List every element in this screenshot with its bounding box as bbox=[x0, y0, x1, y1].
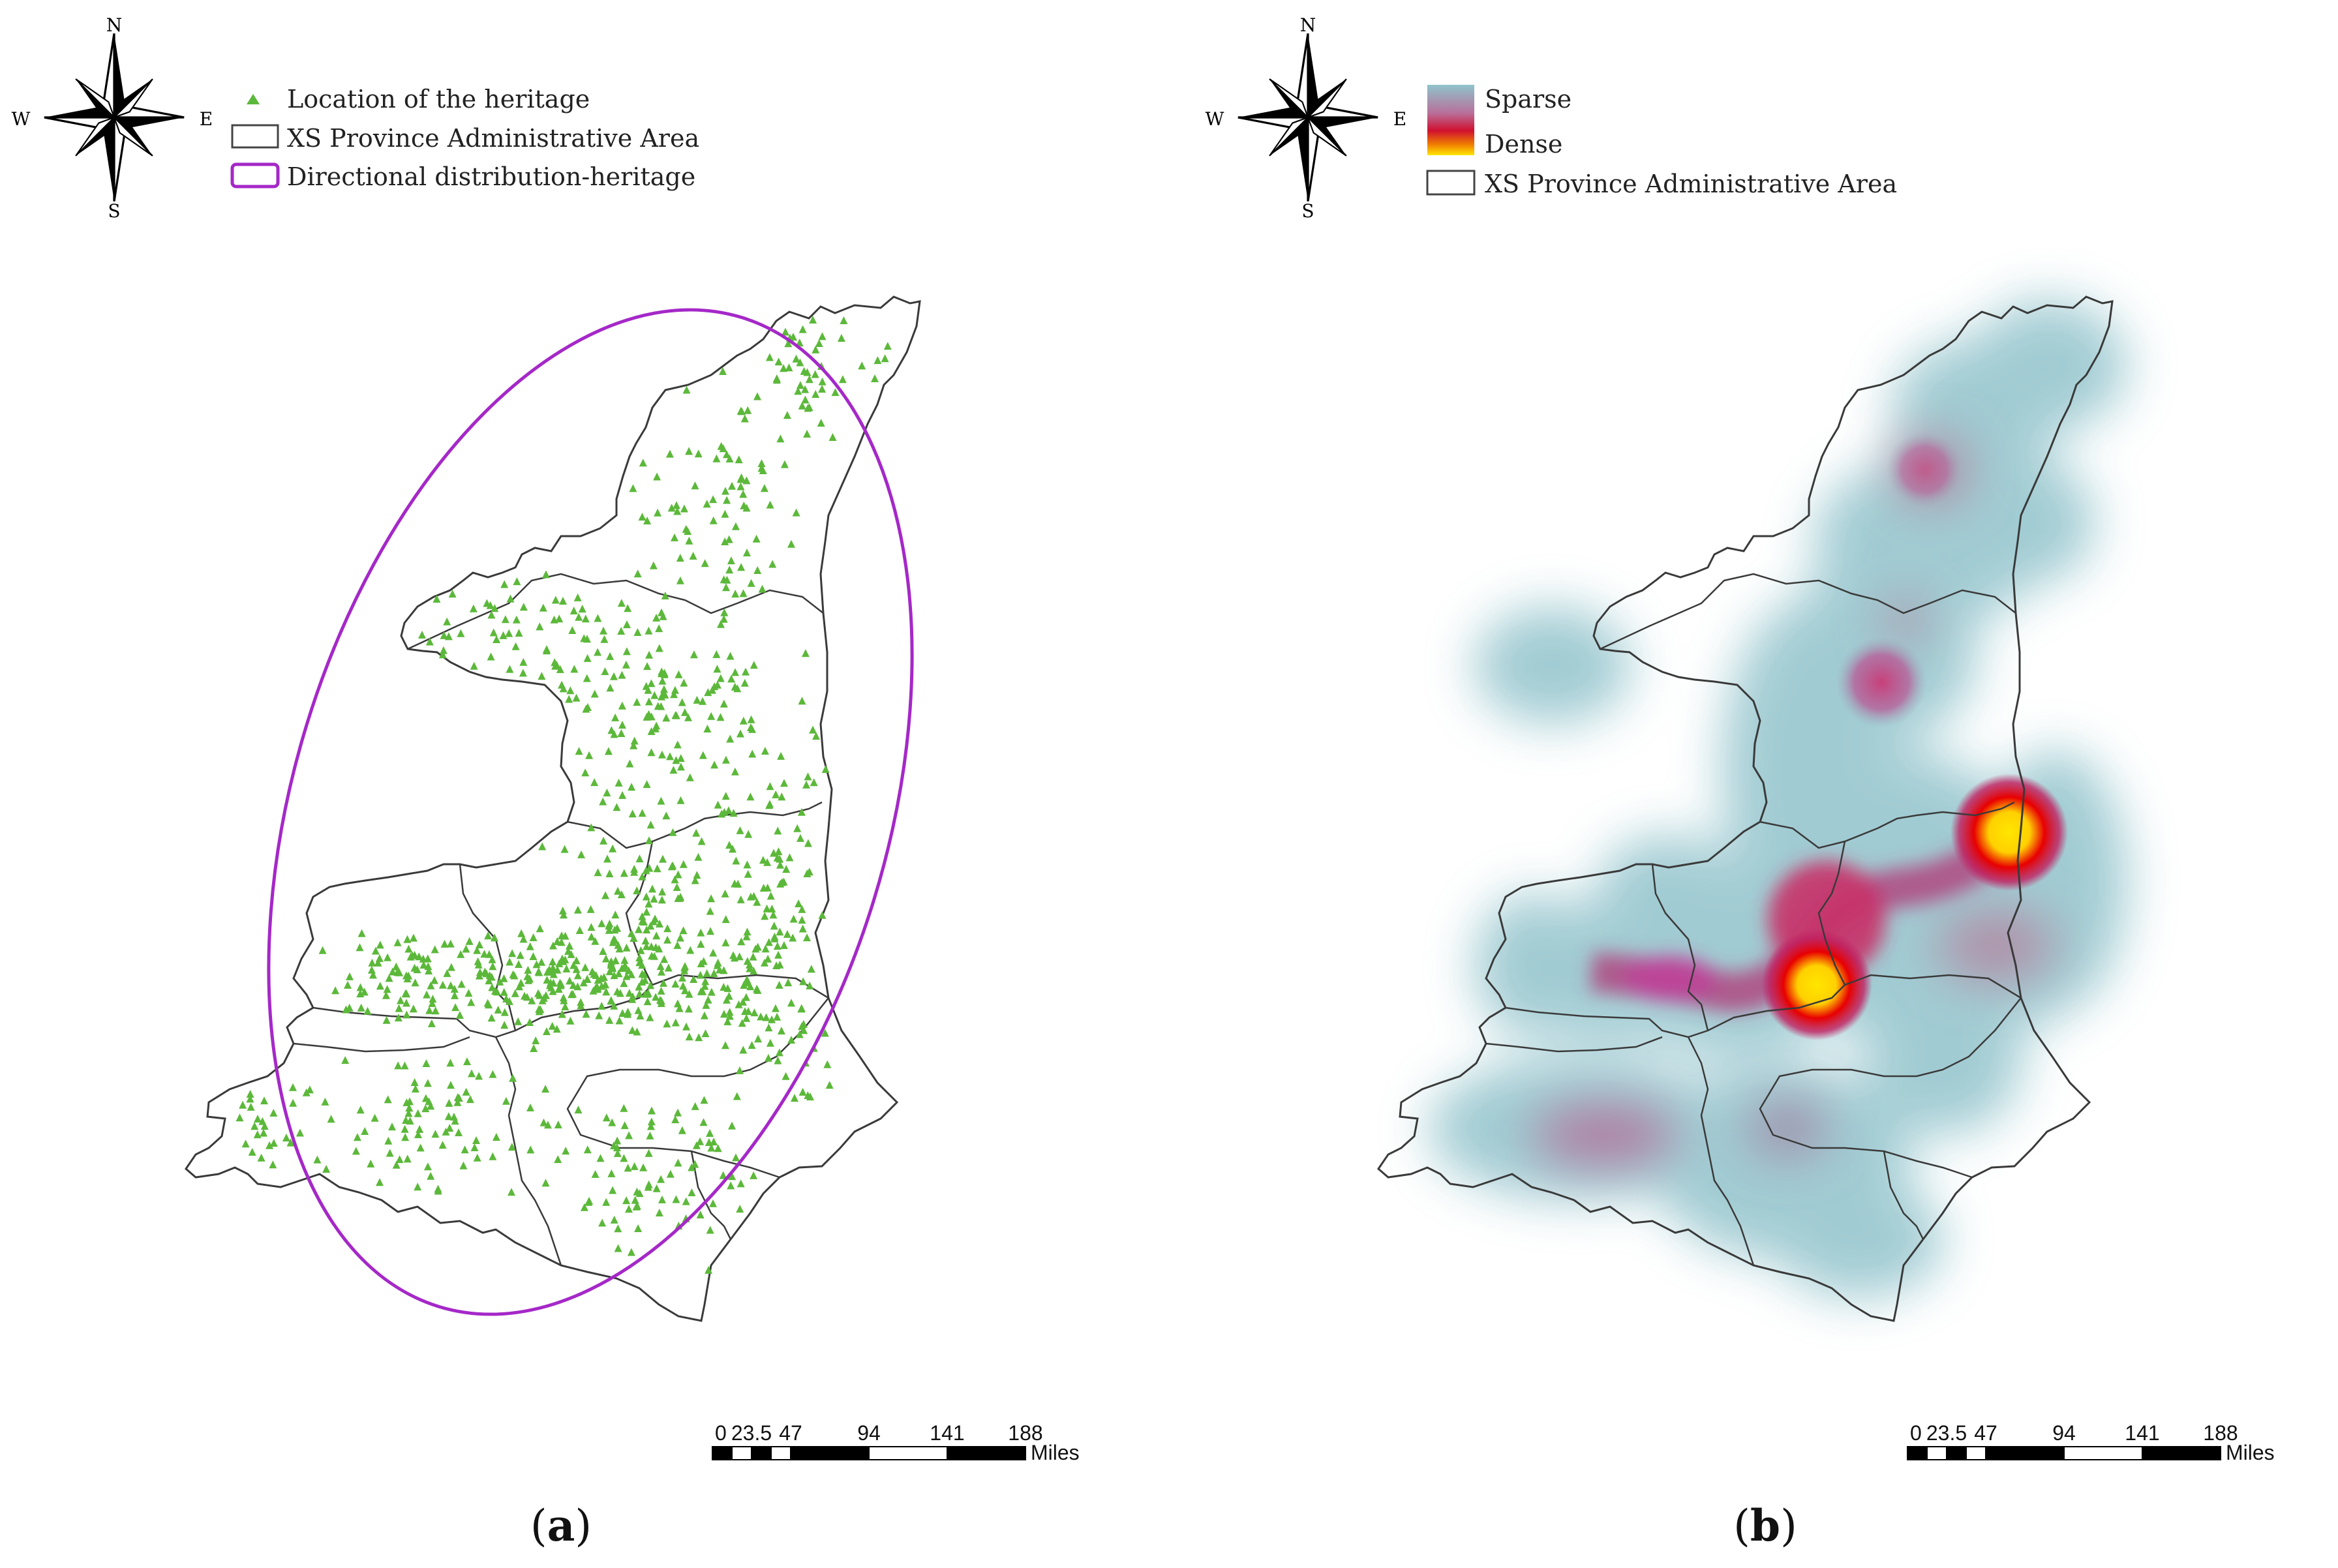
ellipse-swatch-icon bbox=[232, 164, 278, 187]
scalebar-tick-label: 0 bbox=[1910, 1421, 1922, 1445]
compass-north-label: N bbox=[106, 14, 123, 36]
compass-west-label: W bbox=[1206, 108, 1224, 130]
compass-south-label: S bbox=[108, 200, 120, 222]
caption-b-letter: b bbox=[1750, 1500, 1780, 1551]
scalebar-segment bbox=[1927, 1447, 1947, 1460]
legend-b: Sparse Dense XS Province Administrative … bbox=[1427, 85, 1897, 198]
scalebar-unit-label: Miles bbox=[2226, 1441, 2275, 1464]
scalebar-segment bbox=[947, 1447, 1025, 1460]
density-map-b bbox=[1378, 297, 2127, 1321]
scalebar-b: 0 23.5 47 94 141 188Miles bbox=[1907, 1421, 2275, 1464]
caption-a: (a) bbox=[530, 1500, 592, 1551]
legend-sparse-label: Sparse bbox=[1485, 85, 1571, 113]
scalebar-tick-label: 141 bbox=[930, 1421, 964, 1445]
province-map-a bbox=[186, 297, 920, 1321]
scalebar-tick-label: 47 bbox=[1974, 1421, 1997, 1445]
scalebar-tick-label: 141 bbox=[2125, 1421, 2159, 1445]
compass-east-label: E bbox=[200, 108, 213, 130]
scalebar-segment bbox=[1947, 1447, 1966, 1460]
legend-area-label: XS Province Administrative Area bbox=[1485, 170, 1897, 198]
panel-a: N S E W Location of the heritage XS Prov… bbox=[12, 14, 1080, 1551]
compass-south-label: S bbox=[1301, 200, 1314, 222]
caption-b-close: ) bbox=[1780, 1501, 1797, 1551]
scalebar-tick-label: 47 bbox=[779, 1421, 802, 1445]
scalebar-segment bbox=[869, 1447, 947, 1460]
polygon-swatch-icon bbox=[232, 125, 278, 147]
legend-area-label: XS Province Administrative Area bbox=[287, 124, 699, 153]
scalebar-segment bbox=[2064, 1447, 2142, 1460]
scalebar-tick-label: 23.5 bbox=[731, 1421, 772, 1445]
caption-b: (b) bbox=[1733, 1500, 1797, 1551]
compass-north-label: N bbox=[1300, 14, 1316, 36]
caption-a-letter: a bbox=[547, 1500, 575, 1551]
legend-points-label: Location of the heritage bbox=[287, 85, 590, 113]
scalebar-tick-label: 0 bbox=[715, 1421, 727, 1445]
scalebar-segment bbox=[1907, 1447, 1927, 1460]
gradient-swatch-icon bbox=[1427, 85, 1474, 155]
scalebar-segment bbox=[732, 1447, 752, 1460]
scalebar-segment bbox=[712, 1447, 732, 1460]
triangle-point-icon bbox=[247, 94, 260, 104]
caption-a-open: ( bbox=[530, 1501, 547, 1551]
scalebar-segment bbox=[2142, 1447, 2221, 1460]
compass-rose-icon: N S E W bbox=[12, 14, 213, 222]
scalebar-segment bbox=[791, 1447, 869, 1460]
scalebar-unit-label: Miles bbox=[1031, 1441, 1080, 1464]
scalebar-segment bbox=[1966, 1447, 1986, 1460]
polygon-swatch-icon bbox=[1427, 171, 1474, 194]
legend-ellipse-label: Directional distribution-heritage bbox=[287, 162, 695, 191]
scalebar-segment bbox=[752, 1447, 771, 1460]
scalebar-segment bbox=[771, 1447, 791, 1460]
scalebar-segment bbox=[1986, 1447, 2064, 1460]
scalebar-tick-label: 94 bbox=[2052, 1421, 2076, 1445]
legend-a: Location of the heritage XS Province Adm… bbox=[232, 85, 699, 191]
compass-rose-icon: N S E W bbox=[1206, 14, 1407, 222]
caption-b-open: ( bbox=[1733, 1501, 1750, 1551]
panel-b: N S E W Sparse Dense XS Province Adminis… bbox=[1206, 14, 2275, 1551]
compass-west-label: W bbox=[12, 108, 31, 130]
scalebar-tick-label: 23.5 bbox=[1926, 1421, 1967, 1445]
scalebar-tick-label: 94 bbox=[857, 1421, 881, 1445]
caption-a-close: ) bbox=[575, 1501, 592, 1551]
legend-dense-label: Dense bbox=[1485, 130, 1562, 158]
compass-east-label: E bbox=[1393, 108, 1406, 130]
